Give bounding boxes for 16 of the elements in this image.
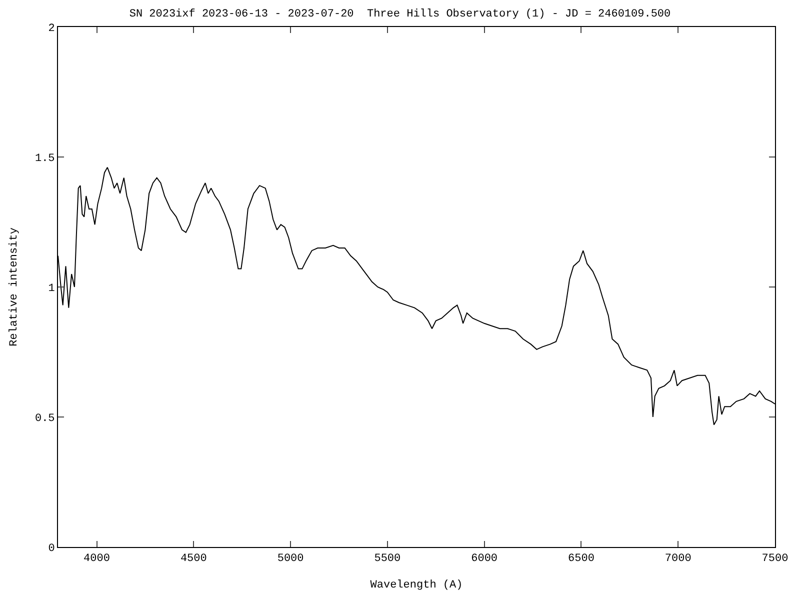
y-tick-label: 1.5 xyxy=(34,152,55,165)
x-tick-label: 6500 xyxy=(568,553,594,566)
y-tick-label: 1 xyxy=(48,282,56,295)
x-tick-label: 7500 xyxy=(762,553,788,566)
x-tick-label: 4000 xyxy=(84,553,110,566)
y-tick-label: 2 xyxy=(48,22,55,35)
x-tick-label: 6000 xyxy=(471,553,498,566)
chart-title: SN 2023ixf 2023-06-13 - 2023-07-20 Three Hills Observatory (1) - JD = 2460109.500 xyxy=(129,8,671,21)
x-tick-label: 4500 xyxy=(180,553,207,566)
y-tick-label: 0.5 xyxy=(34,412,55,425)
x-tick-label: 7000 xyxy=(664,553,692,566)
y-tick-label: 0 xyxy=(48,542,55,555)
y-axis-title: Relative intensity xyxy=(8,227,21,346)
x-tick-label: 5000 xyxy=(277,553,304,566)
x-tick-label: 5500 xyxy=(374,553,401,566)
x-axis-title: Wavelength (A) xyxy=(370,579,463,592)
